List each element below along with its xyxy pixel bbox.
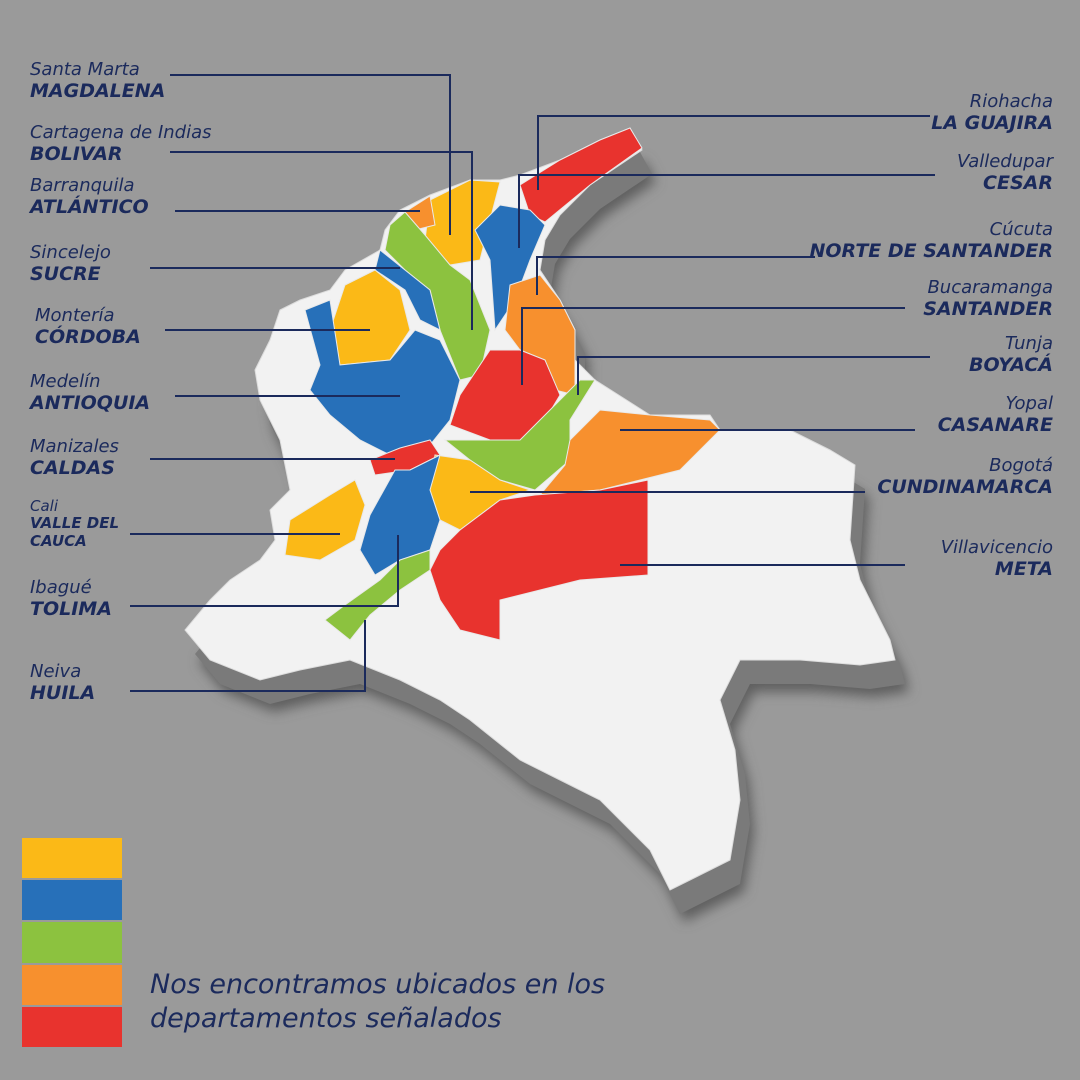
label: Manizales CALDAS [30,436,119,480]
swatch [22,922,122,963]
department-name: HUILA [30,681,96,704]
regions [284,127,721,641]
city-name: Bucaramanga [927,277,1053,298]
city-name: Santa Marta [30,59,140,80]
city-name: Valledupar [957,151,1053,172]
department-name: CALDAS [30,456,115,479]
department-name: BOYACÁ [969,353,1053,376]
department [474,204,546,332]
department-name: META [994,557,1053,580]
caption: Nos encontramos ubicados en los departam… [150,969,606,1034]
label: Ibagué TOLIMA [30,577,112,621]
department-name: NORTE DE SANTANDER [809,239,1053,262]
department-name: ANTIOQUIA [30,391,151,414]
label: Yopal CASANARE [937,393,1054,437]
city-name: Cúcuta [989,219,1053,240]
label: Montería CÓRDOBA [35,305,141,349]
department-name: CÓRDOBA [35,325,141,348]
city-name: Medelín [30,371,101,392]
department-name: ATLÁNTICO [30,195,149,218]
leader-line [130,620,366,692]
city-name: Tunja [1004,333,1053,354]
department-name: SANTANDER [923,297,1053,320]
leader-line [577,356,930,395]
label: Barranquila ATLÁNTICO [30,175,149,219]
department-name: TOLIMA [30,597,112,620]
city-name: Barranquila [30,175,135,196]
city-name: Ibagué [30,577,92,598]
label: Santa Marta MAGDALENA [30,59,166,103]
department-name: CASANARE [937,413,1053,436]
label: Villavicencio META [940,537,1053,581]
department [504,274,576,396]
leader-line [518,174,935,248]
label: Neiva HUILA [30,661,96,705]
department-name: SUCRE [30,262,101,285]
department [324,549,431,641]
label: Sincelejo SUCRE [30,242,111,286]
legend [22,838,122,1047]
leader-line [537,115,930,190]
leader-line [130,535,399,607]
label: Cúcuta NORTE DE SANTANDER [809,219,1053,263]
city-name: Yopal [1005,393,1054,414]
city-name: Bogotá [989,455,1053,476]
label: Bogotá CUNDINAMARCA [877,455,1053,499]
city-name: Sincelejo [30,242,111,263]
department-name: MAGDALENA [30,79,166,102]
city-name: Villavicencio [940,537,1053,558]
leader-line [536,256,815,295]
department-name: BOLIVAR [30,142,123,165]
department [304,299,461,456]
city-name: Riohacha [969,91,1053,112]
leader-line [521,307,905,385]
department-name: VALLE DEL CAUCA [30,514,120,550]
department-name: CUNDINAMARCA [877,475,1053,498]
label: Bucaramanga SANTANDER [923,277,1053,321]
leader-line [170,74,451,235]
swatch [22,838,122,878]
department [429,479,649,641]
city-name: Montería [35,305,115,326]
city-name: Cali [30,497,59,515]
department [538,409,721,496]
label: Cali VALLE DEL CAUCA [30,497,140,550]
leader-line [170,151,473,330]
swatch [22,1007,122,1047]
label: Tunja BOYACÁ [969,333,1053,377]
city-name: Cartagena de Indias [30,122,212,143]
label: Cartagena de Indias BOLIVAR [30,122,212,166]
label: Valledupar CESAR [957,151,1053,195]
city-name: Neiva [30,661,82,682]
department [284,479,366,561]
label: Medelín ANTIOQUIA [30,371,151,415]
department-name: CESAR [983,171,1053,194]
department-name: LA GUAJIRA [931,111,1053,134]
swatch [22,965,122,1005]
swatch [22,880,122,920]
label: Riohacha LA GUAJIRA [931,91,1053,135]
department [374,249,441,331]
city-name: Manizales [30,436,119,457]
leaders [130,74,935,692]
